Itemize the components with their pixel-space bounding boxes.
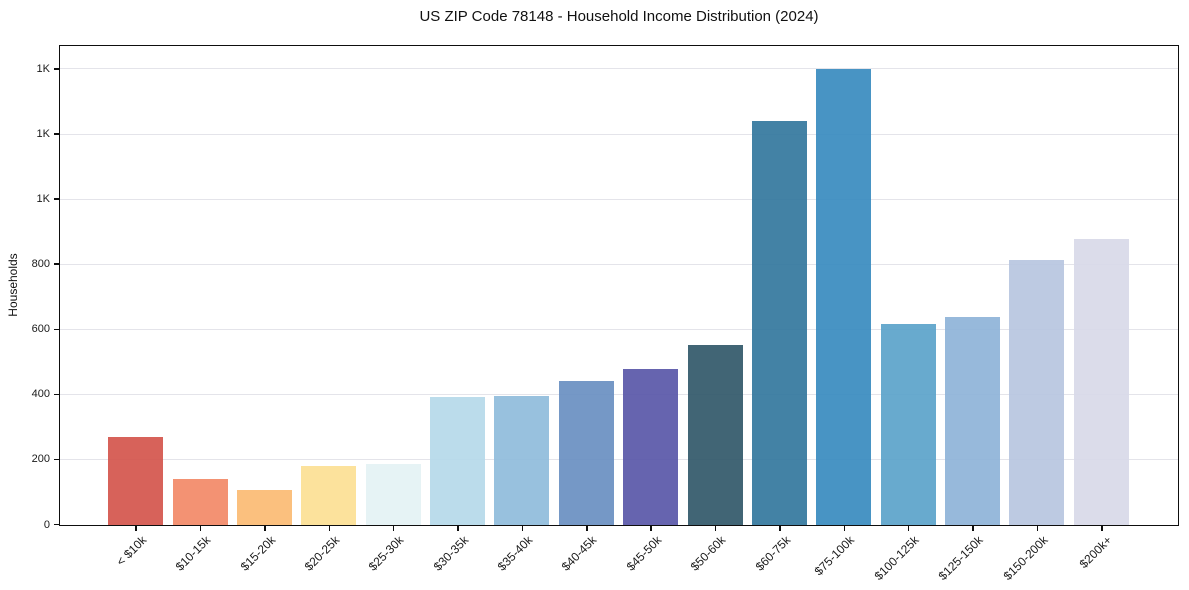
x-tick-label-5: $30-35k — [430, 533, 471, 574]
bar-100-125k — [880, 324, 936, 525]
x-tick-mark-13 — [972, 526, 974, 531]
y-tick-label-1200: 1K — [36, 128, 50, 141]
y-tick-mark-800 — [54, 263, 59, 265]
y-tick-label-0: 0 — [43, 518, 50, 531]
x-tick-mark-0 — [135, 526, 137, 531]
gridline-y-600 — [60, 328, 1178, 330]
gridline-y-1400 — [60, 68, 1178, 70]
x-tick-label-0: < $10k — [113, 533, 150, 569]
gridline-y-1000 — [60, 198, 1178, 200]
bar-15-20k — [236, 490, 292, 525]
x-tick-label-15: $200k+ — [1076, 533, 1115, 571]
bar-50-60k — [687, 345, 743, 525]
x-tick-mark-6 — [521, 526, 524, 531]
y-tick-mark-1400 — [54, 68, 59, 70]
x-tick-label-4: $25-30k — [366, 533, 407, 574]
x-tick-label-6: $35-40k — [494, 533, 536, 574]
y-tick-mark-200 — [54, 458, 59, 461]
bar-10-15k — [172, 479, 228, 525]
bar-45-50k — [623, 369, 679, 525]
x-tick-label-7: $40-45k — [559, 533, 600, 574]
chart-title: US ZIP Code 78148 - Household Income Dis… — [419, 8, 819, 25]
bar-200k — [1073, 238, 1129, 525]
x-tick-label-14: $150-200k — [1000, 533, 1051, 584]
bar-25-30k — [365, 463, 421, 525]
y-tick-mark-0 — [54, 523, 59, 526]
bar-125-150k — [945, 317, 1001, 525]
y-tick-label-1000: 1K — [36, 193, 50, 206]
bar-150-200k — [1009, 260, 1065, 525]
x-tick-label-8: $45-50k — [623, 533, 665, 574]
bar-20-25k — [301, 466, 357, 525]
x-tick-label-3: $20-25k — [301, 533, 343, 574]
y-tick-label-400: 400 — [31, 388, 50, 401]
y-tick-label-1400: 1K — [36, 62, 50, 75]
bar-10k — [108, 437, 164, 525]
bar-40-45k — [558, 380, 614, 525]
gridline-y-400 — [60, 393, 1178, 395]
x-tick-mark-11 — [843, 526, 845, 531]
x-tick-mark-14 — [1036, 526, 1039, 531]
x-tick-mark-15 — [1101, 526, 1103, 531]
x-tick-label-11: $75-100k — [811, 533, 858, 579]
x-tick-mark-10 — [779, 526, 781, 531]
x-tick-mark-8 — [650, 526, 652, 531]
y-tick-mark-400 — [54, 393, 59, 396]
y-tick-mark-1200 — [54, 133, 59, 135]
x-tick-mark-1 — [199, 526, 202, 531]
x-tick-mark-4 — [392, 526, 395, 531]
bar-30-35k — [430, 397, 486, 525]
x-tick-label-13: $125-150k — [935, 533, 986, 584]
x-tick-mark-5 — [457, 526, 459, 531]
bar-60-75k — [751, 120, 807, 525]
y-tick-mark-600 — [54, 328, 59, 330]
bar-75-100k — [816, 69, 872, 525]
x-tick-label-1: $10-15k — [172, 533, 214, 574]
x-tick-label-9: $50-60k — [687, 533, 729, 574]
x-tick-label-2: $15-20k — [237, 533, 278, 574]
y-tick-label-200: 200 — [31, 453, 50, 466]
gridline-y-1200 — [60, 133, 1178, 135]
x-tick-mark-12 — [907, 526, 910, 531]
x-tick-mark-9 — [714, 526, 717, 531]
y-tick-label-800: 800 — [31, 258, 50, 271]
gridline-y-800 — [60, 263, 1178, 265]
x-tick-mark-3 — [328, 526, 330, 531]
x-tick-label-10: $60-75k — [752, 533, 793, 574]
y-tick-mark-1000 — [54, 198, 59, 200]
plot-area — [59, 45, 1179, 526]
x-tick-mark-7 — [586, 526, 588, 531]
x-tick-mark-2 — [264, 526, 266, 531]
x-tick-label-12: $100-125k — [871, 533, 922, 584]
bar-35-40k — [494, 396, 550, 525]
y-tick-label-600: 600 — [31, 323, 50, 336]
gridline-y-200 — [60, 458, 1178, 460]
